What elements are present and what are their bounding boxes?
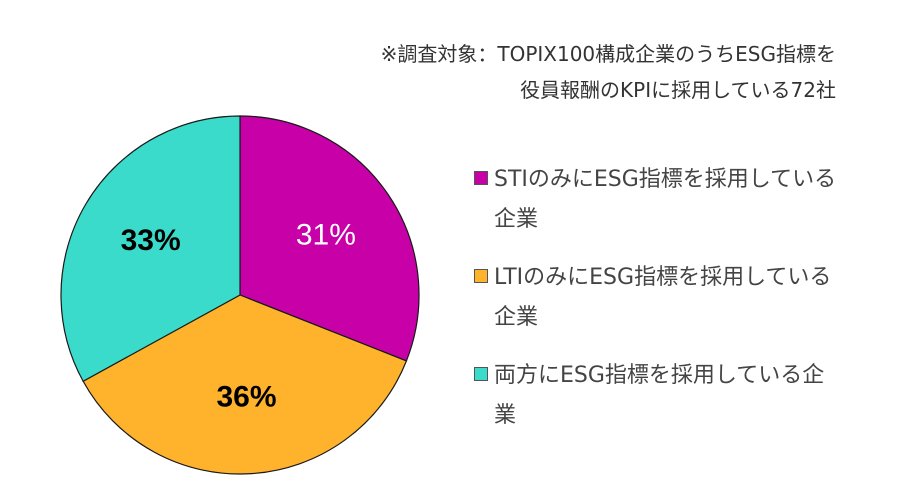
legend-item-sti: STIのみにESG指標を採用している企業: [474, 160, 854, 240]
survey-note-line-2: 役員報酬のKPIに採用している72社: [520, 78, 836, 102]
pie-slice-sti: [239, 115, 420, 362]
legend-item-lti: LTIのみにESG指標を採用している企業: [474, 258, 854, 338]
pie-label-lti: 36%: [216, 381, 276, 414]
legend-swatch-lti: [474, 269, 488, 283]
pie-slice-both: [60, 115, 241, 383]
legend-swatch-both: [474, 367, 488, 381]
survey-note-line-1: ※調査対象：TOPIX100構成企業のうちESG指標を: [380, 42, 836, 66]
legend-label-both: 両方にESG指標を採用している企業: [494, 363, 825, 428]
survey-note: ※調査対象：TOPIX100構成企業のうちESG指標を 役員報酬のKPIに採用し…: [381, 36, 836, 108]
chart-legend: STIのみにESG指標を採用している企業 LTIのみにESG指標を採用している企…: [474, 160, 854, 454]
legend-item-both: 両方にESG指標を採用している企業: [474, 356, 854, 436]
pie-chart: 31% 36% 33%: [60, 115, 420, 475]
pie-slice-lti: [82, 294, 408, 475]
legend-swatch-sti: [474, 171, 488, 185]
pie-label-both: 33%: [121, 224, 181, 257]
pie-label-sti: 31%: [296, 219, 356, 252]
legend-label-lti: LTIのみにESG指標を採用している企業: [494, 265, 832, 330]
legend-label-sti: STIのみにESG指標を採用している企業: [494, 167, 837, 232]
